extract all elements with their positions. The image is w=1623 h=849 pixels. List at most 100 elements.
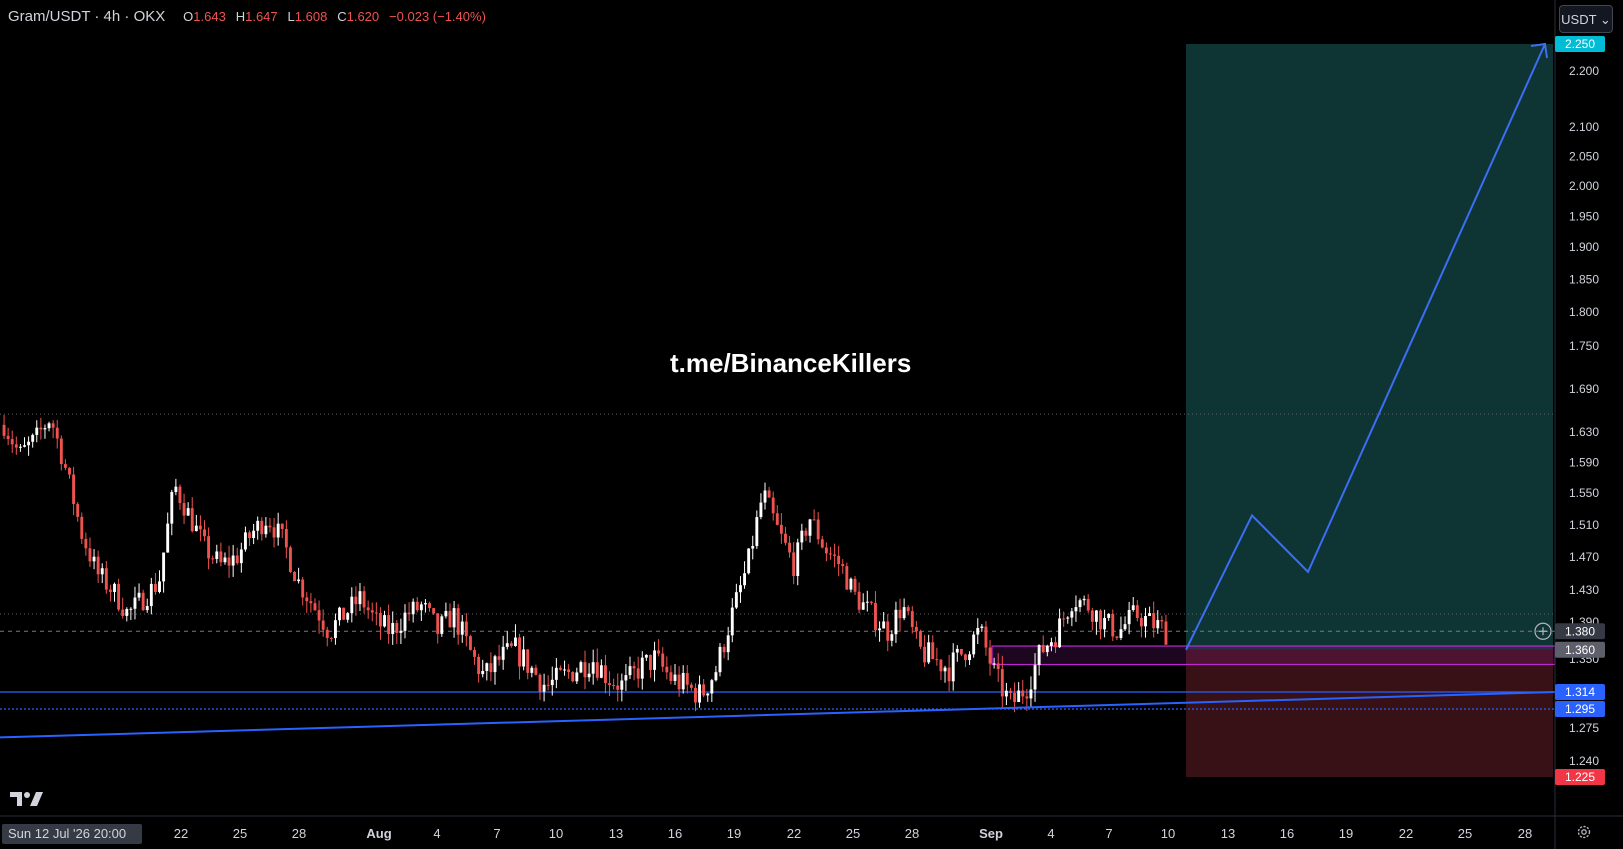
candle-body (231, 555, 235, 566)
price-badge-text: 1.360 (1565, 643, 1595, 657)
candle (174, 478, 178, 496)
candle-body (190, 508, 194, 532)
candle (947, 654, 951, 692)
x-axis-tick-label: 10 (1161, 826, 1175, 841)
candle-body (374, 612, 378, 614)
candle (546, 675, 550, 691)
candle-body (1025, 696, 1029, 699)
price-badge-text: 1.225 (1565, 770, 1595, 784)
price-badge-text: 1.314 (1565, 685, 1595, 699)
candle-body (423, 603, 427, 605)
candle (636, 656, 640, 688)
candle-body (174, 486, 178, 493)
candle (39, 417, 43, 440)
candle (104, 560, 108, 594)
candle-body (411, 601, 415, 615)
y-axis-tick-label: 1.550 (1569, 486, 1599, 500)
candle (108, 584, 112, 602)
candle-body (92, 556, 96, 562)
candle (129, 607, 133, 621)
symbol-title[interactable]: Gram/USDT · 4h · OKX (8, 8, 166, 25)
candle (861, 593, 865, 610)
candle-body (796, 542, 800, 577)
candle (1148, 606, 1152, 617)
candle (223, 552, 227, 565)
x-axis-tick-label: 25 (1458, 826, 1472, 841)
trendline (0, 691, 1556, 739)
candle-body (440, 616, 444, 634)
candle-body (1152, 613, 1156, 629)
candle-body (1074, 607, 1078, 612)
candle (235, 547, 239, 565)
x-axis-tick-label: 7 (1105, 826, 1112, 841)
candle (374, 602, 378, 626)
candle (317, 600, 321, 634)
candle-body (644, 654, 648, 658)
candle (980, 624, 984, 632)
x-axis-tick-label: 4 (433, 826, 440, 841)
candle (43, 424, 47, 439)
candle-body (849, 578, 853, 590)
candle (824, 542, 828, 562)
candle-body (378, 613, 382, 627)
candle-body (1160, 620, 1164, 622)
candle-body (1021, 690, 1025, 697)
candle (1123, 616, 1127, 631)
candle (460, 614, 464, 643)
candle (284, 520, 288, 559)
candle (1119, 616, 1123, 641)
candle-body (1004, 690, 1008, 697)
candle-body (1156, 620, 1160, 629)
candle-body (215, 551, 219, 559)
candle-body (505, 643, 509, 647)
candle-body (358, 591, 362, 605)
currency-button[interactable]: USDT ⌄ (1559, 5, 1613, 33)
candle (571, 671, 575, 683)
gear-icon[interactable] (1576, 824, 1592, 840)
price-badge-text: 2.250 (1565, 37, 1595, 51)
candle (857, 582, 861, 614)
candle (211, 555, 215, 565)
candle (72, 466, 76, 516)
candle-body (1058, 618, 1062, 648)
candle-body (894, 609, 898, 635)
candle (833, 543, 837, 568)
candle-body (383, 615, 386, 627)
candle-body (1135, 605, 1139, 618)
candle (886, 614, 890, 652)
candle-body (10, 439, 14, 445)
add-alert-icon[interactable] (1534, 622, 1552, 640)
candle (497, 644, 501, 666)
candle-body (739, 585, 742, 593)
candle (395, 620, 399, 644)
candle (563, 660, 566, 676)
candle-body (1062, 618, 1066, 620)
candle (579, 660, 583, 674)
candle (338, 606, 341, 626)
candle-body (546, 684, 550, 686)
candle-body (509, 643, 513, 646)
candle-body (685, 672, 689, 685)
candle (935, 647, 939, 666)
candle-body (76, 504, 80, 517)
candle-body (575, 672, 579, 682)
candle (726, 626, 730, 661)
candle (849, 577, 853, 593)
candle-body (153, 583, 157, 592)
candle (113, 582, 116, 602)
price-badge: 1.360 (1555, 641, 1605, 658)
candle (399, 618, 403, 644)
candle (653, 641, 656, 682)
tradingview-logo-icon[interactable] (10, 790, 44, 808)
y-axis-tick-label: 1.510 (1569, 518, 1599, 532)
candle-body (886, 621, 890, 641)
candle (714, 665, 718, 682)
price-badge-bg (1555, 769, 1605, 785)
candle (587, 663, 591, 682)
candle-body (162, 552, 166, 582)
candle-body (329, 637, 333, 639)
candle (575, 667, 579, 684)
candle-body (1054, 642, 1057, 648)
candle (1045, 644, 1049, 657)
